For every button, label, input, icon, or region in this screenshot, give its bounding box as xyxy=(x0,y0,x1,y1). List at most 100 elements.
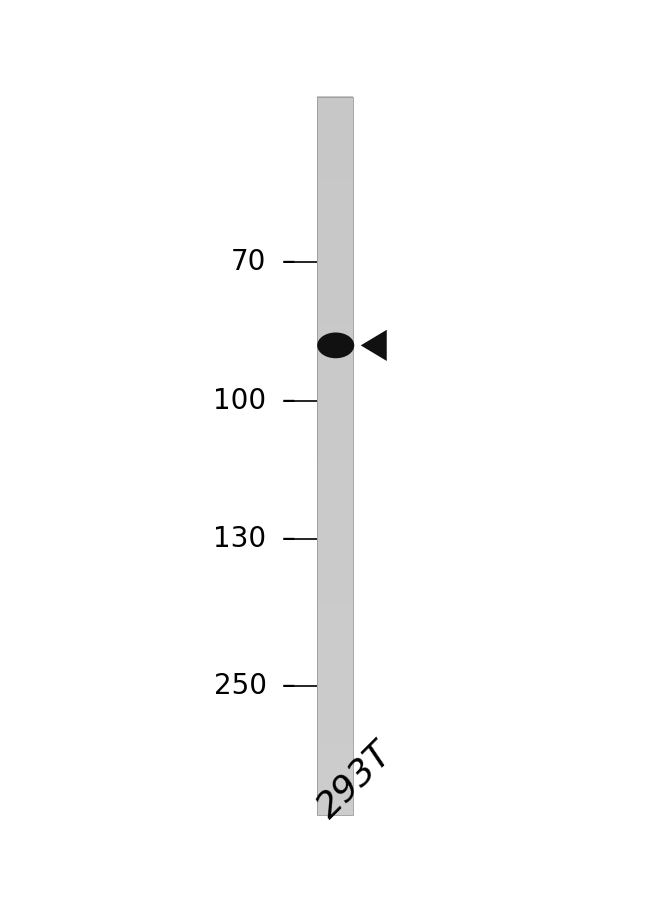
Bar xyxy=(317,235,352,238)
Bar xyxy=(317,530,352,532)
Bar xyxy=(317,771,352,775)
Bar xyxy=(317,452,352,456)
Bar xyxy=(317,144,352,147)
Bar xyxy=(317,769,352,772)
Bar xyxy=(317,543,352,547)
Bar xyxy=(317,680,352,683)
Bar xyxy=(317,343,352,345)
Bar xyxy=(317,112,352,116)
Bar xyxy=(317,747,352,751)
Bar xyxy=(317,338,352,341)
Bar xyxy=(317,472,352,475)
Text: 250: 250 xyxy=(213,672,266,700)
Bar xyxy=(317,716,352,719)
Text: 70: 70 xyxy=(231,249,266,276)
Bar xyxy=(317,515,352,519)
Bar xyxy=(317,448,352,451)
Bar xyxy=(317,663,352,667)
Bar xyxy=(317,536,352,540)
Bar xyxy=(317,687,352,691)
Bar xyxy=(317,223,352,226)
Text: –: – xyxy=(273,387,296,414)
Bar xyxy=(317,374,352,377)
Bar xyxy=(317,555,352,559)
Bar xyxy=(317,721,352,724)
Bar xyxy=(317,750,352,752)
Bar xyxy=(317,728,352,731)
Bar xyxy=(317,519,352,523)
Bar xyxy=(317,141,352,145)
Bar xyxy=(317,494,352,496)
Bar xyxy=(317,359,352,363)
Bar xyxy=(317,632,352,635)
Bar xyxy=(317,175,352,178)
Bar xyxy=(317,340,352,344)
Bar xyxy=(317,458,352,460)
Bar xyxy=(317,316,352,320)
Bar xyxy=(317,542,352,544)
Bar xyxy=(317,237,352,240)
Bar xyxy=(317,518,352,520)
Bar xyxy=(317,584,352,588)
Bar xyxy=(317,539,352,542)
Bar xyxy=(317,404,352,408)
Bar xyxy=(317,500,352,504)
Bar xyxy=(317,194,352,197)
Bar xyxy=(317,635,352,638)
Bar xyxy=(317,570,352,573)
Bar xyxy=(317,263,352,267)
Bar xyxy=(317,462,352,465)
Bar xyxy=(317,685,352,688)
Bar xyxy=(317,611,352,614)
Bar xyxy=(317,117,352,121)
Bar xyxy=(317,738,352,740)
Bar xyxy=(317,256,352,260)
Bar xyxy=(317,757,352,760)
Bar xyxy=(317,367,352,369)
Polygon shape xyxy=(361,330,387,361)
Bar xyxy=(317,488,352,492)
Bar xyxy=(317,591,352,595)
Bar xyxy=(317,242,352,245)
Bar xyxy=(317,108,352,111)
Bar xyxy=(317,675,352,679)
Bar xyxy=(317,251,352,255)
Bar xyxy=(317,565,352,568)
Bar xyxy=(317,422,352,425)
Bar xyxy=(317,368,352,372)
Bar xyxy=(317,589,352,592)
Bar xyxy=(317,170,352,173)
Bar xyxy=(317,484,352,487)
Bar xyxy=(317,774,352,776)
Bar xyxy=(317,625,352,628)
Bar xyxy=(317,426,352,429)
Bar xyxy=(317,735,352,739)
Bar xyxy=(317,328,352,332)
Text: –: – xyxy=(273,249,296,276)
Bar xyxy=(317,239,352,243)
Bar xyxy=(317,311,352,315)
Bar xyxy=(317,266,352,269)
Bar xyxy=(317,206,352,209)
Bar xyxy=(317,364,352,367)
Bar xyxy=(317,213,352,216)
Bar xyxy=(317,192,352,195)
Bar xyxy=(317,563,352,566)
Bar xyxy=(317,620,352,624)
Bar xyxy=(317,654,352,657)
Bar xyxy=(317,534,352,537)
Bar xyxy=(317,182,352,185)
Bar xyxy=(317,160,352,164)
Bar xyxy=(317,299,352,303)
Bar xyxy=(317,503,352,507)
Bar xyxy=(317,177,352,181)
Bar xyxy=(317,225,352,228)
Bar xyxy=(317,733,352,736)
Bar xyxy=(317,704,352,707)
Bar xyxy=(317,476,352,480)
Bar xyxy=(317,220,352,224)
Bar xyxy=(317,416,352,420)
Bar xyxy=(317,232,352,236)
Bar xyxy=(317,314,352,317)
Bar xyxy=(317,524,352,528)
